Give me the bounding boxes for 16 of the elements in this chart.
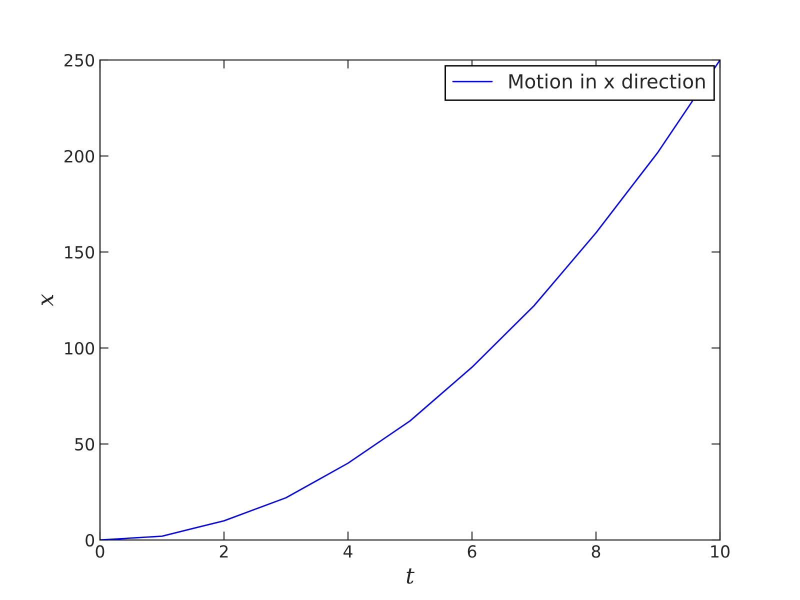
x-axis-title: t — [406, 568, 414, 584]
line-series — [100, 60, 720, 540]
x-tick-label: 2 — [220, 545, 228, 558]
x-tick-label: 8 — [592, 545, 600, 558]
y-axis-title: x — [42, 294, 54, 306]
y-tick-label: 250 — [64, 54, 94, 67]
x-tick-label: 4 — [344, 545, 352, 558]
y-tick-label: 50 — [75, 438, 94, 451]
x-tick-label: 10 — [711, 545, 730, 558]
x-tick-label: 6 — [468, 545, 476, 558]
legend-label: Motion in x direction — [509, 74, 705, 89]
y-tick-label: 100 — [65, 342, 94, 355]
x-tick-label: 0 — [96, 545, 104, 558]
y-tick-label: 150 — [65, 246, 94, 259]
y-tick-label: 0 — [86, 534, 94, 547]
y-tick-label: 200 — [64, 150, 94, 163]
